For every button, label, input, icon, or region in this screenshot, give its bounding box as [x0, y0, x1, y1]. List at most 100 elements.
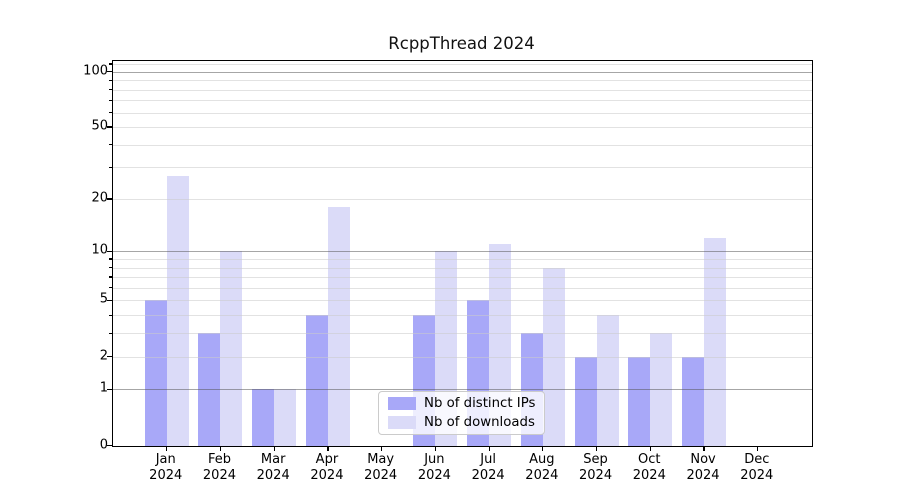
x-tick-sep: [595, 446, 598, 451]
gridline-minor-40: [113, 144, 812, 146]
x-tick-month: Aug: [529, 452, 555, 467]
x-tick-label-oct: Oct 2024: [614, 452, 684, 483]
gridline-minor-8: [113, 267, 812, 269]
x-tick-month: Nov: [690, 452, 716, 467]
y-minortick-6: [109, 287, 112, 289]
legend-item-downloads: Nb of downloads: [379, 415, 544, 430]
y-minortick-7: [109, 276, 112, 278]
gridline-minor-7: [113, 277, 812, 279]
x-tick-month: Jan: [155, 452, 176, 467]
x-tick-year: 2024: [632, 467, 666, 483]
x-tick-oct: [649, 446, 651, 451]
x-tick-label-jul: Jul 2024: [453, 452, 523, 483]
legend: Nb of distinct IPs Nb of downloads: [378, 391, 545, 435]
x-tick-jul: [488, 446, 490, 451]
y-minortick-3: [109, 332, 112, 334]
x-tick-month: Feb: [207, 452, 231, 467]
y-minortick-110: [109, 63, 112, 65]
legend-swatch-downloads: [388, 415, 416, 429]
gridline-minor-90: [113, 80, 812, 82]
gridline-major-1: [113, 389, 812, 391]
bar-downloads-sep: [596, 315, 619, 446]
x-tick-dec: [757, 446, 759, 451]
gridline-minor-50: [113, 127, 812, 129]
legend-label-distinct-ips: Nb of distinct IPs: [424, 396, 536, 412]
y-minortick-60: [109, 111, 112, 114]
x-tick-nov: [703, 446, 705, 451]
x-tick-year: 2024: [364, 467, 398, 483]
gridline-minor-2: [113, 356, 812, 358]
x-tick-feb: [219, 446, 222, 451]
bar-distinct-ips-jan: [144, 300, 167, 446]
bar-distinct-ips-sep: [574, 356, 597, 446]
x-tick-label-apr: Apr 2024: [292, 452, 362, 483]
x-tick-jan: [166, 446, 168, 451]
x-tick-label-may: May 2024: [346, 452, 416, 483]
x-tick-year: 2024: [149, 467, 183, 483]
gridline-minor-6: [113, 287, 812, 289]
bar-downloads-feb: [220, 251, 243, 446]
x-tick-year: 2024: [417, 467, 451, 483]
x-tick-month: Apr: [315, 452, 339, 467]
legend-label-downloads: Nb of downloads: [424, 414, 535, 430]
legend-item-distinct-ips: Nb of distinct IPs: [379, 396, 544, 411]
x-tick-mar: [273, 446, 275, 451]
x-tick-month: Mar: [260, 452, 286, 467]
x-tick-year: 2024: [256, 467, 290, 483]
gridline-minor-20: [113, 198, 812, 200]
y-tick-10: [107, 250, 112, 252]
y-tick-1: [107, 388, 112, 390]
bar-distinct-ips-apr: [305, 315, 328, 446]
y-minortick-90: [109, 79, 112, 81]
y-minortick-8: [109, 266, 112, 269]
y-tick-label-2: 2: [99, 348, 108, 364]
y-tick-label-20: 20: [91, 190, 108, 206]
x-tick-month: Oct: [638, 452, 661, 467]
y-tick-label-10: 10: [91, 242, 108, 258]
x-tick-jun: [434, 446, 436, 451]
x-tick-year: 2024: [686, 467, 720, 483]
y-minortick-40: [109, 144, 112, 146]
gridline-minor-5: [113, 300, 812, 302]
y-minortick-2: [109, 355, 112, 358]
x-tick-label-aug: Aug 2024: [507, 452, 577, 483]
y-tick-0: [107, 444, 112, 447]
x-tick-label-mar: Mar 2024: [238, 452, 308, 483]
x-tick-year: 2024: [310, 467, 344, 483]
x-tick-month: May: [367, 452, 395, 467]
x-tick-aug: [542, 446, 544, 451]
y-tick-label-0: 0: [99, 437, 108, 452]
x-tick-year: 2024: [740, 467, 774, 483]
bar-distinct-ips-nov: [682, 356, 705, 446]
bar-downloads-apr: [327, 207, 350, 446]
y-minortick-9: [109, 258, 112, 260]
gridline-major-10: [113, 251, 812, 253]
y-minortick-80: [109, 88, 112, 91]
plot-area: [107, 59, 813, 451]
x-tick-label-jan: Jan 2024: [131, 452, 201, 483]
y-tick-100: [107, 71, 112, 73]
y-tick-label-1: 1: [99, 380, 108, 396]
y-minortick-70: [109, 99, 112, 101]
x-tick-may: [381, 446, 383, 451]
chart-title: RcppThread 2024: [388, 34, 535, 53]
gridline-minor-80: [113, 89, 812, 91]
x-tick-label-nov: Nov 2024: [668, 452, 738, 483]
bar-downloads-nov: [704, 237, 727, 446]
x-tick-month: Jun: [424, 452, 445, 467]
y-tick-label-100: 100: [83, 63, 108, 79]
gridline-minor-70: [113, 100, 812, 102]
x-tick-year: 2024: [525, 467, 559, 483]
y-minortick-30: [109, 166, 112, 168]
gridline-minor-30: [113, 167, 812, 169]
x-tick-label-dec: Dec 2024: [722, 452, 792, 483]
y-minortick-4: [109, 314, 112, 316]
bar-distinct-ips-oct: [628, 356, 651, 446]
x-tick-apr: [327, 446, 329, 451]
x-tick-year: 2024: [202, 467, 236, 483]
gridline-minor-3: [113, 333, 812, 335]
x-tick-label-feb: Feb 2024: [184, 452, 254, 483]
x-tick-month: Sep: [583, 452, 608, 467]
gridline-minor-4: [113, 315, 812, 317]
